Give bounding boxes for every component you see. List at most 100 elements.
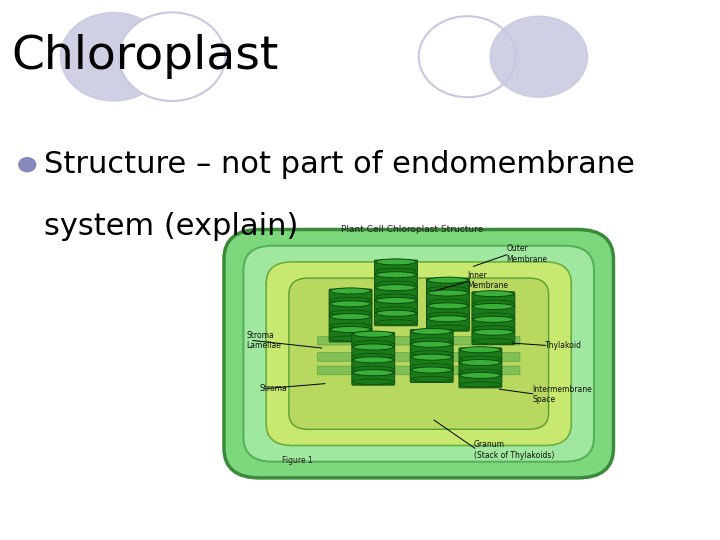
Ellipse shape <box>376 285 416 291</box>
Text: Figure 1: Figure 1 <box>282 456 313 464</box>
FancyBboxPatch shape <box>472 305 515 319</box>
Ellipse shape <box>376 281 416 286</box>
FancyBboxPatch shape <box>374 286 418 300</box>
Ellipse shape <box>428 312 468 318</box>
FancyBboxPatch shape <box>472 318 515 332</box>
Ellipse shape <box>330 323 371 328</box>
Ellipse shape <box>376 320 416 325</box>
Ellipse shape <box>412 376 452 382</box>
FancyBboxPatch shape <box>352 345 395 360</box>
Ellipse shape <box>473 300 513 305</box>
FancyBboxPatch shape <box>266 262 571 446</box>
Text: Outer
Membrane: Outer Membrane <box>506 244 547 264</box>
Circle shape <box>60 12 167 101</box>
FancyBboxPatch shape <box>352 358 395 372</box>
FancyBboxPatch shape <box>374 299 418 313</box>
FancyBboxPatch shape <box>318 366 520 375</box>
Ellipse shape <box>376 307 416 312</box>
Ellipse shape <box>330 336 371 341</box>
Text: Stroma
Lamellae: Stroma Lamellae <box>247 330 282 350</box>
FancyBboxPatch shape <box>329 302 372 316</box>
FancyBboxPatch shape <box>410 329 453 344</box>
Ellipse shape <box>330 314 371 320</box>
FancyBboxPatch shape <box>374 273 418 287</box>
Ellipse shape <box>473 303 513 309</box>
Ellipse shape <box>353 331 393 337</box>
Ellipse shape <box>330 288 371 294</box>
Ellipse shape <box>412 363 452 369</box>
Text: Granum
(Stack of Thylakoids): Granum (Stack of Thylakoids) <box>474 440 554 460</box>
Ellipse shape <box>376 272 416 278</box>
FancyBboxPatch shape <box>329 289 372 303</box>
FancyBboxPatch shape <box>318 336 520 345</box>
Ellipse shape <box>428 277 468 283</box>
FancyBboxPatch shape <box>374 312 418 326</box>
Ellipse shape <box>412 328 452 334</box>
Text: Stroma: Stroma <box>260 384 287 393</box>
Ellipse shape <box>376 294 416 299</box>
Ellipse shape <box>412 338 452 343</box>
FancyBboxPatch shape <box>289 278 549 429</box>
Ellipse shape <box>412 367 452 373</box>
Ellipse shape <box>428 290 468 296</box>
FancyBboxPatch shape <box>318 353 520 361</box>
Ellipse shape <box>330 301 371 307</box>
Ellipse shape <box>376 259 416 265</box>
Ellipse shape <box>330 310 371 315</box>
FancyBboxPatch shape <box>224 230 613 478</box>
FancyBboxPatch shape <box>459 361 502 375</box>
Ellipse shape <box>460 382 500 387</box>
Circle shape <box>119 12 225 101</box>
Ellipse shape <box>376 310 416 316</box>
Circle shape <box>19 158 36 172</box>
FancyBboxPatch shape <box>352 332 395 347</box>
Ellipse shape <box>376 268 416 274</box>
FancyBboxPatch shape <box>352 371 395 385</box>
FancyBboxPatch shape <box>459 374 502 388</box>
Text: Plant Cell Chloroplast Structure: Plant Cell Chloroplast Structure <box>341 225 483 234</box>
Ellipse shape <box>412 354 452 360</box>
FancyBboxPatch shape <box>374 260 418 274</box>
FancyBboxPatch shape <box>329 328 372 342</box>
Ellipse shape <box>460 347 500 353</box>
Ellipse shape <box>353 341 393 346</box>
Ellipse shape <box>376 298 416 303</box>
Ellipse shape <box>353 370 393 376</box>
Ellipse shape <box>460 373 500 379</box>
Text: system (explain): system (explain) <box>44 212 299 241</box>
Ellipse shape <box>473 291 513 296</box>
Ellipse shape <box>353 357 393 363</box>
Ellipse shape <box>473 316 513 322</box>
Ellipse shape <box>473 339 513 344</box>
Ellipse shape <box>428 325 468 330</box>
Text: Structure – not part of endomembrane: Structure – not part of endomembrane <box>44 150 635 179</box>
FancyBboxPatch shape <box>426 278 469 293</box>
Ellipse shape <box>353 344 393 350</box>
Ellipse shape <box>412 341 452 347</box>
Ellipse shape <box>353 379 393 384</box>
Text: Thylakoid: Thylakoid <box>545 341 582 350</box>
FancyBboxPatch shape <box>426 304 469 318</box>
FancyBboxPatch shape <box>410 368 453 382</box>
Circle shape <box>490 16 588 97</box>
FancyBboxPatch shape <box>459 348 502 362</box>
Text: Intermembrane
Space: Intermembrane Space <box>532 384 592 404</box>
Text: Chloroplast: Chloroplast <box>12 34 279 79</box>
FancyBboxPatch shape <box>410 342 453 357</box>
FancyBboxPatch shape <box>472 330 515 345</box>
Ellipse shape <box>353 354 393 359</box>
Ellipse shape <box>330 298 371 302</box>
Ellipse shape <box>353 366 393 372</box>
FancyBboxPatch shape <box>243 246 594 462</box>
Ellipse shape <box>412 351 452 356</box>
Ellipse shape <box>428 287 468 292</box>
Ellipse shape <box>473 313 513 318</box>
Ellipse shape <box>473 326 513 331</box>
FancyBboxPatch shape <box>472 292 515 306</box>
Ellipse shape <box>460 360 500 366</box>
Text: Inner
Membrane: Inner Membrane <box>467 271 508 291</box>
FancyBboxPatch shape <box>426 317 469 331</box>
Circle shape <box>419 16 516 97</box>
Ellipse shape <box>330 327 371 333</box>
FancyBboxPatch shape <box>329 315 372 329</box>
